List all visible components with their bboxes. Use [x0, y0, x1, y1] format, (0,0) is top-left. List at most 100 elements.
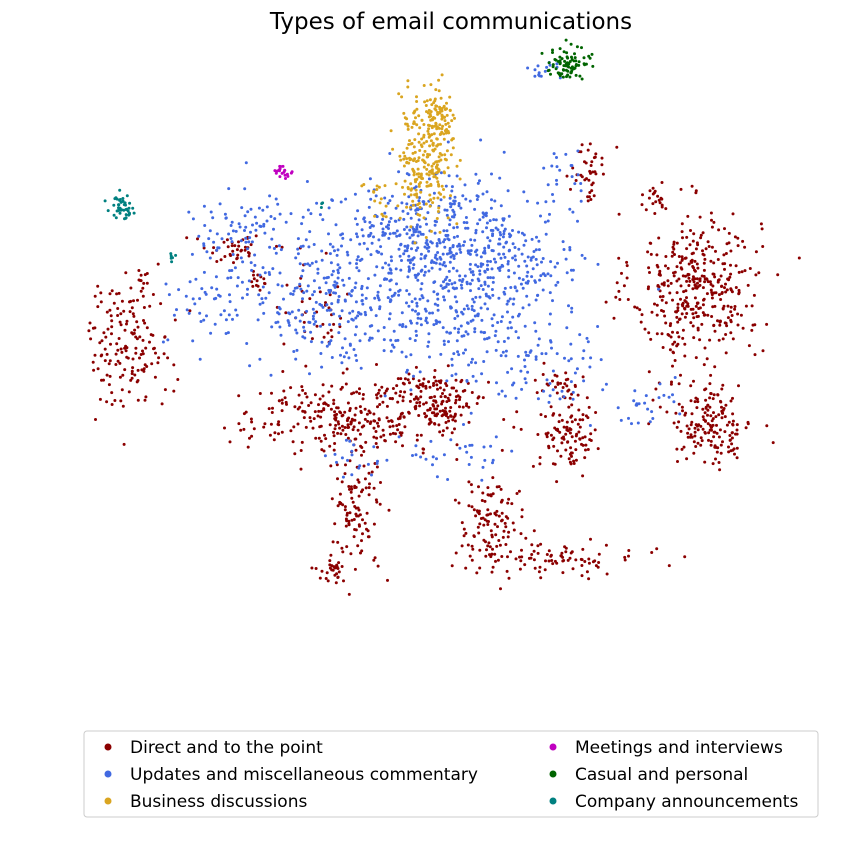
- scatter-point: [446, 478, 450, 481]
- scatter-point: [280, 398, 284, 402]
- scatter-point: [675, 447, 679, 451]
- scatter-point: [403, 179, 407, 183]
- scatter-point: [227, 313, 231, 317]
- scatter-point: [489, 228, 493, 232]
- scatter-point: [425, 140, 429, 143]
- scatter-point: [555, 182, 559, 186]
- scatter-point: [720, 291, 724, 294]
- scatter-point: [108, 308, 112, 312]
- scatter-point: [469, 319, 473, 323]
- scatter-point: [440, 414, 444, 418]
- scatter-point: [395, 282, 398, 286]
- scatter-point: [358, 405, 362, 409]
- scatter-point: [429, 261, 433, 264]
- scatter-point: [408, 399, 412, 403]
- scatter-point: [433, 99, 437, 103]
- scatter-point: [329, 339, 333, 343]
- scatter-point: [568, 207, 572, 211]
- scatter-point: [587, 557, 591, 561]
- scatter-point: [560, 57, 564, 61]
- scatter-point: [227, 232, 231, 236]
- scatter-point: [131, 206, 135, 210]
- scatter-point: [601, 172, 605, 176]
- scatter-point: [698, 215, 702, 219]
- scatter-point: [267, 271, 271, 274]
- scatter-point: [110, 332, 113, 336]
- scatter-point: [449, 414, 453, 418]
- scatter-point: [321, 305, 325, 309]
- scatter-point: [569, 451, 573, 455]
- scatter-point: [280, 401, 284, 405]
- scatter-point: [353, 413, 357, 417]
- scatter-point: [570, 175, 574, 179]
- scatter-point: [159, 302, 163, 306]
- scatter-point: [765, 424, 769, 428]
- scatter-point: [728, 434, 732, 437]
- scatter-point: [235, 313, 239, 317]
- scatter-point: [117, 208, 121, 212]
- scatter-point: [464, 330, 468, 334]
- scatter-point: [477, 531, 481, 535]
- scatter-point: [504, 515, 508, 519]
- scatter-point: [208, 256, 212, 260]
- scatter-point: [571, 210, 575, 214]
- scatter-point: [683, 354, 687, 358]
- scatter-point: [685, 424, 689, 428]
- scatter-point: [431, 311, 434, 315]
- scatter-point: [485, 350, 489, 354]
- scatter-point: [320, 448, 324, 452]
- scatter-point: [295, 286, 299, 290]
- scatter-point: [367, 471, 371, 475]
- scatter-point: [333, 452, 337, 456]
- scatter-point: [451, 208, 455, 212]
- scatter-point: [445, 101, 448, 105]
- scatter-point: [134, 346, 138, 350]
- scatter-point: [467, 480, 471, 484]
- scatter-point: [355, 390, 359, 394]
- scatter-point: [486, 236, 490, 240]
- scatter-point: [443, 108, 447, 111]
- scatter-point: [554, 283, 558, 287]
- scatter-point: [532, 529, 536, 533]
- scatter-point: [385, 458, 389, 462]
- scatter-point: [698, 306, 702, 310]
- scatter-point: [433, 124, 437, 128]
- scatter-point: [700, 274, 704, 278]
- scatter-point: [458, 248, 462, 251]
- scatter-point: [562, 435, 565, 439]
- scatter-point: [417, 379, 421, 383]
- scatter-point: [712, 435, 716, 439]
- scatter-point: [430, 103, 434, 107]
- scatter-point: [479, 262, 483, 266]
- scatter-point: [357, 311, 360, 314]
- scatter-point: [238, 225, 242, 229]
- scatter-point: [511, 315, 515, 319]
- series-1: [161, 61, 682, 482]
- scatter-point: [390, 194, 394, 198]
- scatter-point: [680, 255, 684, 259]
- scatter-point: [714, 457, 717, 461]
- scatter-point: [340, 385, 344, 389]
- scatter-point: [499, 354, 503, 358]
- scatter-point: [396, 338, 400, 342]
- scatter-point: [455, 443, 459, 447]
- scatter-point: [426, 152, 430, 156]
- scatter-point: [208, 229, 212, 233]
- scatter-point: [277, 399, 281, 403]
- scatter-point: [430, 266, 434, 270]
- scatter-point: [118, 188, 122, 192]
- scatter-point: [571, 390, 575, 394]
- scatter-point: [406, 79, 410, 83]
- scatter-point: [523, 365, 527, 368]
- scatter-point: [502, 232, 506, 236]
- scatter-point: [578, 333, 582, 337]
- scatter-point: [680, 405, 684, 409]
- scatter-point: [476, 396, 480, 400]
- scatter-point: [451, 113, 455, 117]
- scatter-point: [574, 63, 578, 66]
- scatter-point: [445, 208, 449, 212]
- scatter-point: [376, 421, 379, 425]
- scatter-point: [597, 561, 601, 564]
- scatter-point: [573, 371, 577, 375]
- scatter-point: [684, 289, 688, 293]
